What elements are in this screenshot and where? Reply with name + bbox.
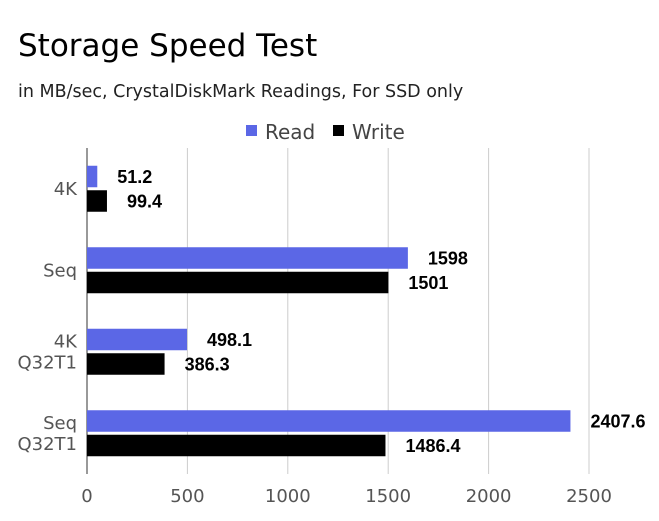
- chart-subtitle: in MB/sec, CrystalDiskMark Readings, For…: [18, 82, 463, 102]
- legend-swatch-write: [333, 125, 344, 136]
- bar-read: [87, 410, 571, 432]
- data-label: 498.1: [207, 330, 252, 350]
- x-tick-label: 1000: [265, 486, 311, 507]
- bar-read: [87, 247, 408, 269]
- legend-label-write: Write: [352, 120, 405, 144]
- bar-read: [87, 165, 98, 188]
- chart-title: Storage Speed Test: [18, 28, 317, 64]
- category-label: 4K: [54, 331, 78, 352]
- data-label: 2407.6: [590, 412, 645, 432]
- bar-read: [87, 328, 188, 351]
- category-label: 4K: [54, 179, 78, 200]
- legend: Read Write: [246, 120, 405, 144]
- x-tick-label: 2500: [566, 486, 612, 507]
- category-label: Seq: [43, 260, 77, 281]
- x-tick-label: 1500: [365, 486, 411, 507]
- data-labels: 51.2 99.4 1598 1501 498.1 386.3 2407.6 1486.4: [117, 167, 645, 456]
- x-tick-label: 500: [170, 486, 204, 507]
- data-label: 386.3: [185, 355, 230, 375]
- data-label: 1598: [428, 249, 468, 269]
- x-tick-label: 0: [81, 486, 92, 507]
- legend-swatch-read: [246, 125, 257, 136]
- legend-label-read: Read: [265, 120, 315, 144]
- category-label: Q32T1: [17, 434, 77, 455]
- data-label: 99.4: [127, 192, 162, 212]
- bar-write: [87, 434, 386, 457]
- bar-write: [87, 353, 165, 375]
- x-tick-label: 2000: [466, 486, 512, 507]
- data-label: 1486.4: [405, 436, 460, 456]
- bar-write: [87, 271, 389, 294]
- bars: [87, 165, 571, 457]
- bar-write: [87, 190, 107, 212]
- category-label: Seq: [43, 413, 77, 434]
- x-axis-ticks: 0 500 1000 1500 2000 2500: [81, 486, 612, 507]
- data-label: 51.2: [117, 167, 152, 187]
- category-label: Q32T1: [17, 352, 77, 373]
- data-label: 1501: [408, 273, 448, 293]
